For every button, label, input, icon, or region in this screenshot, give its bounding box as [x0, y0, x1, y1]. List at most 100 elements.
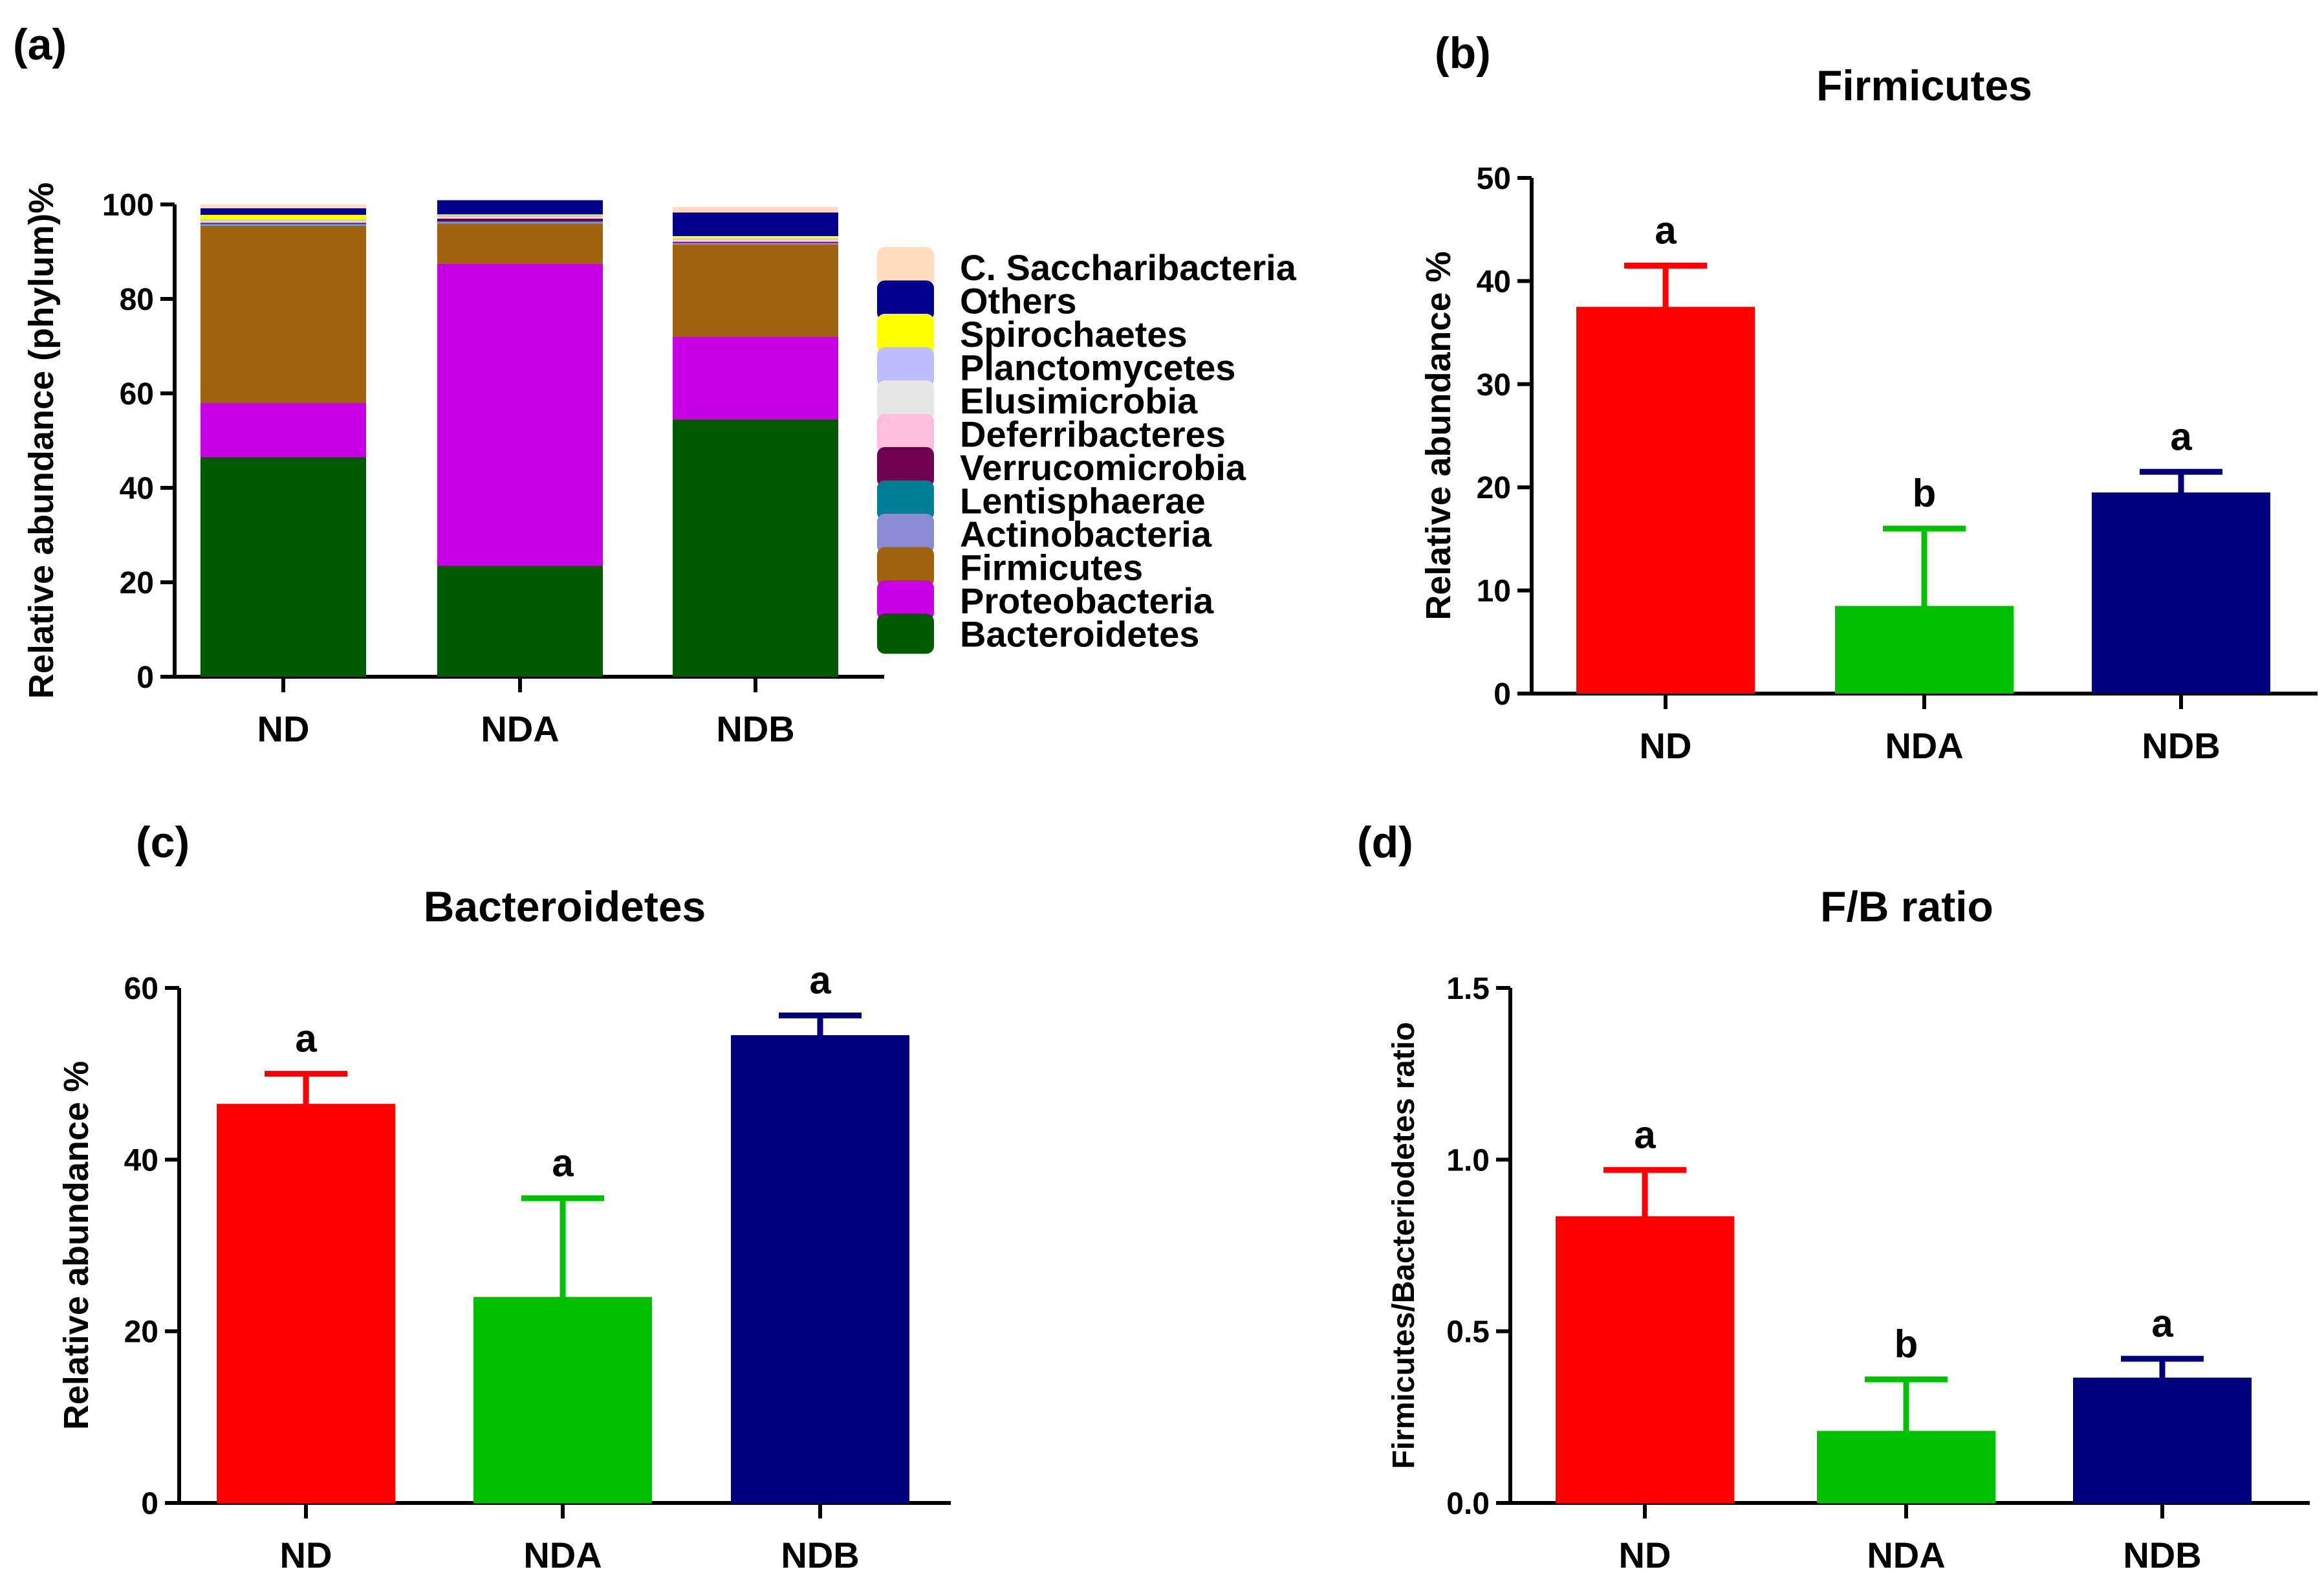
y-tick-label: 1.5: [1446, 972, 1490, 1006]
legend-swatch: [877, 514, 934, 554]
significance-label: a: [1655, 208, 1677, 252]
y-axis-label: Relative abundance %: [1419, 251, 1458, 620]
legend-label: Lentisphaerae: [960, 481, 1206, 521]
legend-label: Spirochaetes: [960, 314, 1188, 355]
stacked-bar-segment: [673, 236, 838, 239]
stacked-bar-segment: [201, 219, 366, 221]
bar: [2092, 492, 2270, 694]
legend-swatch: [877, 413, 934, 454]
legend-label: C. Saccharibacteria: [960, 247, 1297, 288]
legend-label: Elusimicrobia: [960, 380, 1198, 421]
bar: [1835, 606, 2014, 694]
stacked-bar-segment: [673, 238, 838, 240]
legend-swatch: [877, 347, 934, 388]
y-tick-label: 0.0: [1446, 1487, 1490, 1521]
y-axis-label: Firmicutes/Bacteriodetes ratio: [1387, 1022, 1421, 1469]
legend-swatch: [877, 280, 934, 321]
legend-swatch: [877, 314, 934, 354]
y-tick-label: 40: [124, 1143, 158, 1178]
stacked-bar-segment: [201, 402, 366, 457]
y-tick-label: 30: [1477, 368, 1511, 402]
y-tick-label: 60: [124, 972, 158, 1006]
stacked-bar-segment: [673, 239, 838, 241]
significance-label: b: [1913, 472, 1937, 515]
panel-label: (c): [136, 818, 190, 867]
legend-label: Verrucomicrobia: [960, 447, 1246, 488]
y-tick-label: 0: [141, 1487, 158, 1521]
legend-swatch: [877, 247, 934, 287]
legend-swatch: [877, 380, 934, 421]
x-tick-label: NDB: [716, 708, 794, 749]
y-tick-label: 0: [136, 661, 154, 695]
stacked-bar-segment: [201, 204, 366, 208]
stacked-bar-segment: [437, 218, 603, 222]
stacked-bar-segment: [673, 241, 838, 243]
stacked-bar-segment: [437, 217, 603, 219]
stacked-bar-segment: [673, 243, 838, 245]
legend-swatch: [877, 580, 934, 620]
x-tick-label: NDB: [781, 1535, 859, 1575]
bar: [473, 1297, 652, 1503]
stacked-bar-segment: [201, 457, 366, 677]
stacked-bar-segment: [201, 224, 366, 226]
x-tick-label: ND: [257, 708, 310, 749]
stacked-bar-segment: [437, 200, 603, 215]
stacked-bar-segment: [673, 206, 838, 213]
significance-label: a: [552, 1141, 574, 1185]
significance-label: a: [295, 1017, 317, 1060]
y-tick-label: 60: [120, 377, 154, 411]
legend-label: Others: [960, 281, 1077, 322]
stacked-bar-segment: [437, 263, 603, 566]
x-tick-label: NDA: [1885, 725, 1963, 766]
chart-title: F/B ratio: [1820, 882, 1993, 930]
stacked-bar-segment: [673, 245, 838, 337]
y-tick-label: 40: [1477, 265, 1511, 299]
significance-label: b: [1895, 1322, 1918, 1366]
bar: [1576, 307, 1755, 694]
bar: [2073, 1377, 2252, 1503]
significance-label: a: [1634, 1113, 1656, 1156]
stacked-bar-segment: [201, 225, 366, 403]
x-tick-label: ND: [1640, 725, 1692, 766]
y-tick-label: 80: [120, 283, 154, 317]
y-tick-label: 40: [120, 472, 154, 506]
bar: [731, 1035, 909, 1503]
x-tick-label: NDA: [523, 1535, 602, 1575]
legend-label: Deferribacteres: [960, 414, 1226, 455]
y-tick-label: 20: [124, 1315, 158, 1350]
y-tick-label: 20: [1477, 471, 1511, 505]
significance-label: a: [2170, 415, 2192, 458]
x-tick-label: ND: [280, 1535, 332, 1575]
x-tick-label: ND: [1619, 1535, 1671, 1575]
stacked-bar-segment: [437, 199, 603, 201]
y-tick-label: 20: [120, 566, 154, 600]
stacked-bar-segment: [437, 223, 603, 264]
legend-swatch: [877, 447, 934, 487]
y-tick-label: 0.5: [1446, 1315, 1490, 1350]
stacked-bar-segment: [673, 336, 838, 420]
significance-label: a: [2151, 1302, 2173, 1345]
significance-label: a: [809, 958, 831, 1002]
x-tick-label: NDA: [1867, 1535, 1945, 1575]
stacked-bar-segment: [437, 222, 603, 224]
stacked-bar-segment: [673, 419, 838, 677]
x-tick-label: NDB: [2142, 725, 2220, 766]
stacked-bar-segment: [201, 215, 366, 220]
bar: [1817, 1430, 1995, 1503]
panel-label: (d): [1357, 818, 1413, 867]
legend-label: Actinobacteria: [960, 514, 1212, 554]
stacked-bar-segment: [437, 215, 603, 217]
legend-swatch: [877, 547, 934, 587]
panel-label: (a): [13, 20, 67, 69]
stacked-bar-segment: [437, 221, 603, 223]
bar: [217, 1104, 395, 1503]
legend-label: Planctomycetes: [960, 347, 1235, 388]
y-tick-label: 50: [1477, 162, 1511, 196]
bar: [1556, 1216, 1734, 1503]
y-tick-label: 1.0: [1446, 1143, 1490, 1178]
x-tick-label: NDA: [481, 708, 559, 749]
legend-swatch: [877, 480, 934, 521]
chart-title: Firmicutes: [1816, 61, 2032, 109]
legend-label: Firmicutes: [960, 547, 1143, 588]
